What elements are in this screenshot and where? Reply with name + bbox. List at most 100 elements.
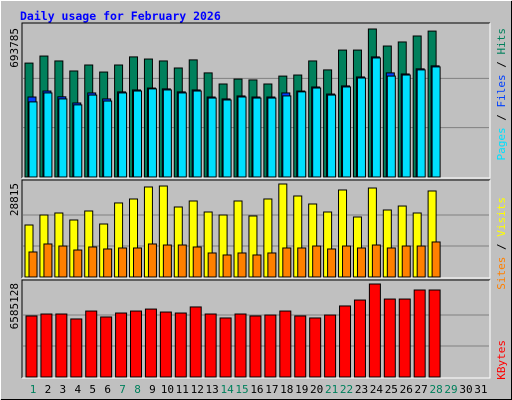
chart-title: Daily usage for February 2026 <box>20 9 221 23</box>
panel-edge-dark <box>21 179 490 278</box>
bar <box>43 243 53 278</box>
bar <box>342 86 352 178</box>
x-tick-label: 17 <box>265 383 278 396</box>
bar <box>118 247 128 278</box>
bar <box>25 315 38 378</box>
x-tick-label: 2 <box>45 383 52 396</box>
x-tick-label: 8 <box>134 383 141 396</box>
bar <box>252 254 262 278</box>
bar <box>144 308 157 378</box>
bar <box>234 313 247 378</box>
x-tick-label: 7 <box>119 383 126 396</box>
bar <box>177 92 187 178</box>
bar <box>339 305 352 378</box>
bar <box>383 298 396 378</box>
panel-edge-light <box>22 180 491 279</box>
bar <box>147 243 157 278</box>
bar <box>309 317 322 378</box>
bar <box>416 245 426 278</box>
bar <box>279 310 292 378</box>
x-tick-label: 14 <box>220 383 234 396</box>
bar <box>43 92 53 178</box>
legend-separator: / <box>495 61 508 68</box>
legend-entry: KBytes <box>495 340 508 380</box>
bar <box>431 66 441 178</box>
legend: KBytes <box>495 340 508 380</box>
bar <box>28 251 38 278</box>
x-tick-label: 9 <box>149 383 156 396</box>
bar <box>58 98 68 178</box>
bar <box>133 90 143 178</box>
x-tick-label: 12 <box>191 383 204 396</box>
x-tick-label: 16 <box>250 383 263 396</box>
bar <box>431 241 441 278</box>
bar <box>88 246 98 278</box>
bar <box>264 314 277 378</box>
legend-entry: Files <box>495 74 508 107</box>
x-tick-label: 19 <box>295 383 308 396</box>
x-tick-label: 18 <box>280 383 293 396</box>
y-tick-label: 6585128 <box>8 283 21 329</box>
legend-entry: Sites <box>495 257 508 290</box>
bar <box>189 306 202 378</box>
bar <box>222 254 232 278</box>
bar <box>103 100 113 178</box>
x-tick-label: 21 <box>325 383 338 396</box>
bar <box>133 247 143 278</box>
x-tick-label: 20 <box>310 383 323 396</box>
bar <box>386 247 396 278</box>
x-tick-label: 11 <box>176 383 189 396</box>
bar <box>401 74 411 178</box>
bar <box>73 104 83 178</box>
bar <box>70 318 83 378</box>
bar <box>398 298 411 378</box>
bar <box>192 90 202 178</box>
bar <box>353 299 366 378</box>
bar <box>371 244 381 278</box>
bar <box>267 97 277 178</box>
bar <box>192 246 202 278</box>
bar <box>371 57 381 178</box>
bar <box>267 252 277 278</box>
legend-separator-space <box>495 108 508 115</box>
legend-separator-space <box>495 55 508 62</box>
bar <box>297 91 307 178</box>
bar <box>207 252 217 278</box>
bar <box>58 245 68 278</box>
bar <box>312 245 322 278</box>
x-tick-label: 23 <box>355 383 368 396</box>
legend: Sites / Visits <box>495 197 508 290</box>
bar <box>55 313 68 378</box>
bar <box>297 247 307 278</box>
x-tick-label: 29 <box>444 383 457 396</box>
bar <box>103 248 113 278</box>
legend-separator-space <box>495 68 508 75</box>
x-tick-label: 6 <box>104 383 111 396</box>
x-tick-label: 4 <box>74 383 81 396</box>
x-tick-label: 1 <box>30 383 37 396</box>
bar <box>356 77 366 178</box>
bar <box>73 249 83 278</box>
bar <box>237 252 247 278</box>
x-tick-label: 5 <box>89 383 96 396</box>
legend-entry: Hits <box>495 28 508 55</box>
bar <box>40 313 53 378</box>
bar <box>312 87 322 178</box>
x-tick-label: 27 <box>415 383 428 396</box>
y-tick-label: 28815 <box>8 183 21 216</box>
panel-edge-dark <box>21 22 490 178</box>
x-tick-label: 10 <box>161 383 174 396</box>
bar <box>118 92 128 178</box>
legend-separator: / <box>495 114 508 121</box>
x-tick-label: 26 <box>400 383 413 396</box>
bar <box>162 244 172 278</box>
bar <box>282 95 292 178</box>
bar <box>413 289 426 378</box>
bar <box>204 313 217 378</box>
x-tick-label: 24 <box>370 383 384 396</box>
bar <box>342 245 352 278</box>
bar <box>147 88 157 178</box>
bar <box>177 244 187 278</box>
bar <box>159 311 172 378</box>
bar <box>100 316 113 378</box>
